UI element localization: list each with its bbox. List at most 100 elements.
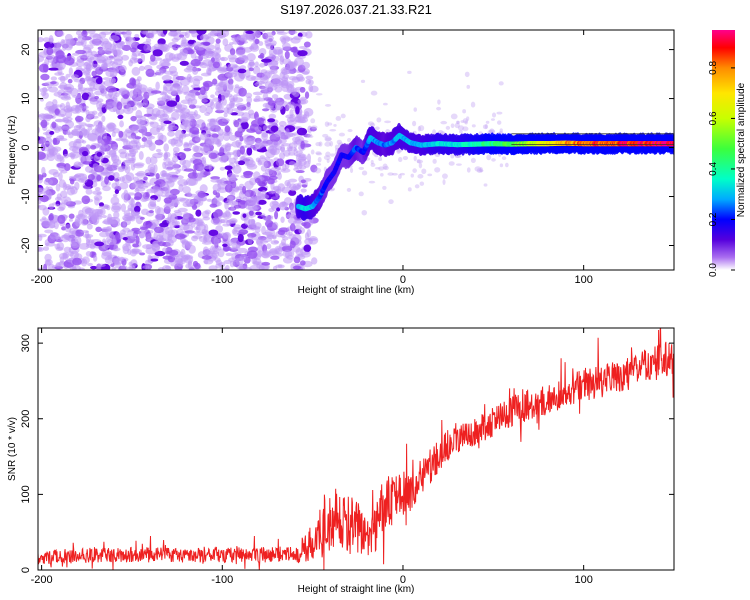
spectrogram-noise-blob: [169, 220, 176, 229]
spectrogram-noise-blob: [496, 111, 503, 115]
spectrogram-noise-blob: [92, 190, 102, 195]
spectrogram-noise-blob: [437, 99, 441, 105]
spectrogram-noise-blob: [246, 96, 253, 104]
spectrogram-noise-blob: [111, 182, 118, 189]
spectrogram-noise-blob: [346, 187, 352, 192]
spectrogram-noise-blob: [176, 52, 188, 61]
spectrogram-noise-blob: [140, 53, 146, 63]
spectrogram-noise-blob: [164, 52, 174, 61]
spectrogram-noise-blob: [244, 216, 251, 226]
spectrogram-noise-blob: [120, 265, 128, 269]
spectrogram-noise-blob: [470, 157, 476, 164]
spectrogram-noise-blob: [215, 262, 224, 269]
spectrogram-noise-blob: [270, 107, 278, 113]
spectrogram-noise-blob: [78, 122, 87, 126]
spectrogram-noise-blob: [239, 265, 248, 270]
spectrogram-noise-blob: [308, 235, 319, 245]
spectrogram-noise-blob: [416, 159, 421, 164]
spectrogram-noise-blob: [142, 265, 150, 269]
spectrogram-noise-blob: [456, 120, 460, 125]
spectrogram-noise-blob: [175, 109, 184, 114]
spectrogram-noise-blob: [218, 156, 228, 163]
spectrogram-noise-blob: [432, 158, 437, 164]
spectrogram-noise-blob: [261, 58, 272, 63]
spectrogram-noise-blob: [227, 72, 233, 80]
spectrogram-noise-blob: [59, 75, 66, 83]
spectrogram-y-tick-label: -10: [20, 189, 32, 205]
spectrogram-noise-blob: [113, 211, 120, 219]
spectrogram-noise-blob: [167, 41, 178, 49]
spectrogram-noise-blob: [46, 54, 55, 59]
spectrogram-noise-blob: [42, 37, 51, 43]
spectrogram-noise-blob: [143, 176, 148, 181]
spectrogram-noise-blob: [485, 120, 490, 124]
colorbar-tick-label: 0.2: [708, 212, 719, 226]
spectrogram-noise-blob: [187, 177, 198, 186]
spectrogram-noise-blob: [38, 204, 47, 211]
spectrogram-noise-blob: [38, 267, 47, 270]
spectrogram-noise-blob: [211, 133, 219, 138]
spectrogram-noise-blob: [282, 74, 290, 80]
spectrogram-noise-blob: [310, 149, 315, 155]
spectrogram-noise-blob: [181, 239, 189, 244]
spectrogram-noise-blob: [275, 264, 285, 269]
spectrogram-noise-blob: [296, 127, 308, 136]
spectrogram-noise-blob: [131, 125, 142, 132]
spectrogram-noise-blob: [81, 92, 90, 101]
spectrogram-noise-blob: [287, 146, 297, 152]
spectrogram-noise-blob: [378, 166, 385, 171]
spectrogram-noise-blob: [63, 93, 71, 100]
spectrogram-noise-blob: [54, 108, 60, 116]
spectrogram-noise-blob: [99, 41, 105, 47]
spectrogram-noise-blob: [100, 171, 111, 177]
spectrogram-noise-blob: [260, 86, 268, 93]
spectrogram-noise-blob: [157, 241, 166, 247]
spectrogram-noise-blob: [174, 139, 184, 147]
spectrogram-noise-blob: [201, 98, 208, 103]
spectrogram-noise-blob: [132, 176, 139, 182]
spectrogram-noise-blob: [442, 179, 446, 185]
spectrogram-noise-blob: [166, 216, 172, 224]
spectrogram-noise-blob: [98, 48, 107, 53]
spectrogram-noise-blob: [223, 231, 232, 240]
spectrogram-noise-blob: [288, 151, 296, 156]
spectrogram-noise-blob: [106, 55, 115, 60]
spectrogram-noise-blob: [50, 81, 57, 85]
spectrogram-noise-blob: [242, 185, 247, 194]
spectrogram-noise-blob: [243, 171, 253, 179]
spectrogram-noise-blob: [215, 38, 221, 44]
spectrogram-noise-blob: [445, 125, 451, 130]
spectrogram-noise-blob: [181, 255, 189, 262]
spectrogram-noise-blob: [62, 251, 70, 259]
spectrogram-noise-blob: [486, 154, 492, 161]
spectrogram-noise-blob: [195, 225, 201, 233]
spectrogram-noise-blob: [278, 227, 290, 233]
spectrogram-x-tick-label: -100: [211, 274, 233, 286]
spectrogram-noise-blob: [217, 141, 222, 146]
snr-series-line: [38, 328, 674, 570]
spectrogram-noise-blob: [202, 216, 211, 221]
spectrogram-noise-blob: [77, 83, 84, 90]
spectrogram-noise-blob: [66, 185, 75, 190]
spectrogram-noise-blob: [172, 155, 179, 163]
spectrogram-noise-blob: [76, 105, 84, 110]
spectrogram-noise-blob: [85, 234, 92, 243]
spectrogram-noise-blob: [168, 30, 178, 37]
spectrogram-noise-blob: [129, 77, 136, 86]
spectrogram-noise-blob: [161, 65, 170, 70]
spectrogram-noise-blob: [106, 122, 116, 129]
spectrogram-noise-blob: [175, 170, 181, 174]
spectrogram-noise-blob: [101, 215, 108, 219]
spectrogram-noise-blob: [199, 86, 206, 96]
spectrogram-noise-blob: [297, 156, 307, 161]
spectrogram-noise-blob: [306, 153, 312, 163]
spectrogram-noise-blob: [60, 190, 68, 199]
spectrogram-noise-blob: [76, 132, 85, 136]
spectrogram-noise-blob: [128, 90, 138, 99]
colorbar-tick-label: 0.6: [708, 111, 719, 125]
spectrogram-noise-blob: [96, 56, 106, 63]
spectrogram-noise-blob: [185, 112, 191, 117]
spectrogram-noise-blob: [229, 174, 236, 183]
